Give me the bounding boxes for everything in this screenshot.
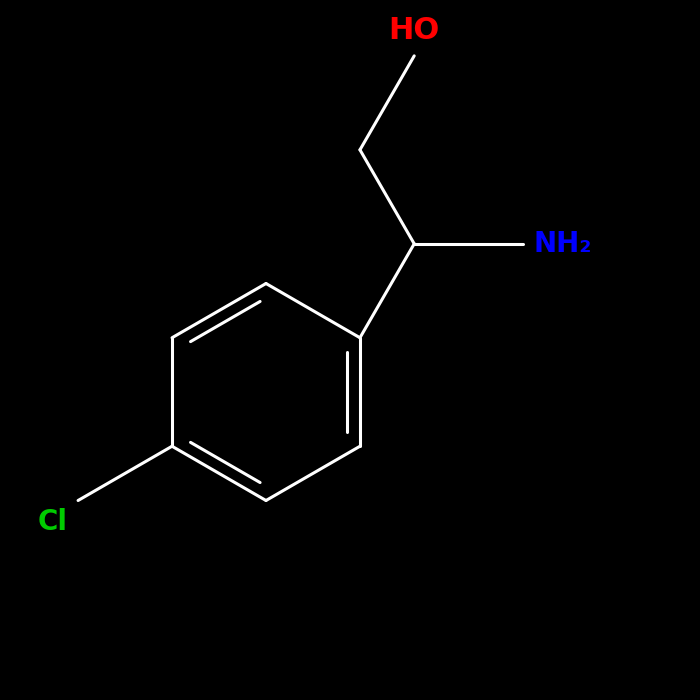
Text: NH₂: NH₂ [533, 230, 592, 258]
Text: Cl: Cl [38, 508, 68, 536]
Text: HO: HO [389, 16, 440, 46]
